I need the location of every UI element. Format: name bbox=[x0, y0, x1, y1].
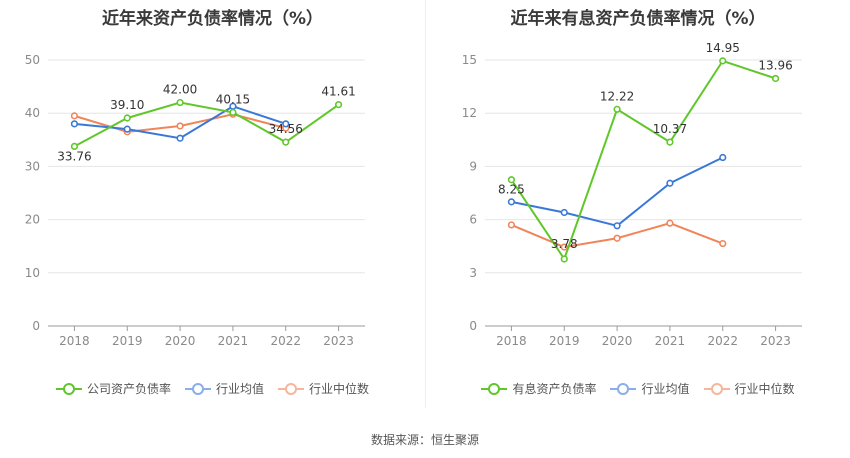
x-tick-label: 2022 bbox=[270, 334, 301, 348]
legend-swatch-icon bbox=[703, 382, 730, 395]
legend-swatch-icon bbox=[55, 382, 82, 395]
legend-label: 行业中位数 bbox=[309, 382, 370, 396]
data-point[interactable] bbox=[282, 120, 290, 128]
y-tick-label: 0 bbox=[469, 319, 477, 333]
y-tick-label: 12 bbox=[462, 106, 477, 120]
legend-label: 有息资产负债率 bbox=[512, 382, 597, 396]
data-label: 34.56 bbox=[269, 122, 303, 136]
legend-swatch-icon bbox=[278, 382, 304, 395]
y-tick-label: 9 bbox=[469, 159, 477, 173]
data-point[interactable] bbox=[229, 108, 237, 117]
data-point[interactable] bbox=[771, 74, 780, 83]
legend-label: 公司资产负债率 bbox=[86, 382, 171, 396]
data-point[interactable] bbox=[666, 219, 674, 227]
data-label: 39.10 bbox=[110, 98, 144, 112]
data-label: 3.78 bbox=[551, 237, 578, 251]
data-point[interactable] bbox=[176, 122, 184, 130]
legend-item[interactable]: 行业中位数 bbox=[703, 380, 795, 397]
legend-item[interactable]: 有息资产负债率 bbox=[481, 380, 596, 397]
data-point[interactable] bbox=[613, 105, 621, 113]
data-point[interactable] bbox=[70, 112, 79, 120]
x-tick-label: 2019 bbox=[549, 334, 580, 348]
data-label: 33.76 bbox=[57, 149, 91, 163]
legend-item[interactable]: 公司资产负债率 bbox=[55, 380, 171, 397]
data-source-note: 数据来源：恒生聚源 bbox=[370, 433, 479, 447]
data-point[interactable] bbox=[70, 142, 79, 150]
data-point[interactable] bbox=[507, 176, 516, 184]
y-tick-label: 30 bbox=[25, 159, 40, 173]
data-point[interactable] bbox=[176, 98, 184, 107]
chart-legend: 公司资产负债率 行业均值 行业中位数 bbox=[0, 380, 425, 397]
legend-label: 行业中位数 bbox=[734, 382, 795, 396]
data-point[interactable] bbox=[560, 208, 568, 217]
x-tick-label: 2021 bbox=[218, 334, 249, 348]
data-point[interactable] bbox=[719, 153, 727, 162]
x-tick-label: 2023 bbox=[323, 334, 354, 348]
data-label: 41.61 bbox=[321, 85, 355, 99]
y-tick-label: 40 bbox=[25, 106, 40, 120]
data-label: 42.00 bbox=[163, 83, 197, 97]
x-tick-label: 2018 bbox=[59, 334, 90, 348]
x-tick-label: 2023 bbox=[760, 334, 791, 348]
line-chart-debt-ratio: 0 10 20 30 40 50 2018 2019 2020 2021 2022 2023 33.76… bbox=[25, 53, 365, 348]
chart-panel-debt-ratio: 近年来资产负债率情况（%） 0 10 20 30 40 50 2018 2019 2020 202… bbox=[0, 0, 425, 410]
data-point[interactable] bbox=[666, 138, 674, 146]
data-point[interactable] bbox=[282, 138, 290, 146]
y-tick-label: 10 bbox=[25, 266, 40, 280]
legend-swatch-icon bbox=[184, 382, 211, 395]
x-tick-label: 2019 bbox=[112, 334, 143, 348]
data-label: 12.22 bbox=[600, 89, 634, 103]
data-point[interactable] bbox=[176, 134, 184, 142]
series-line bbox=[73, 101, 340, 148]
data-point[interactable] bbox=[123, 114, 131, 122]
legend-swatch-icon bbox=[481, 382, 508, 395]
chart-title: 近年来资产负债率情况（%） bbox=[101, 9, 324, 29]
data-point[interactable] bbox=[123, 125, 131, 133]
x-tick-label: 2018 bbox=[496, 334, 527, 348]
data-point[interactable] bbox=[507, 198, 516, 206]
y-tick-label: 6 bbox=[469, 213, 477, 227]
x-tick-label: 2020 bbox=[165, 334, 196, 348]
legend-item[interactable]: 行业均值 bbox=[610, 380, 690, 397]
data-point[interactable] bbox=[613, 234, 621, 242]
y-tick-label: 3 bbox=[469, 266, 477, 280]
x-tick-label: 2020 bbox=[602, 334, 633, 348]
chart-title: 近年来有息资产负债率情况（%） bbox=[510, 9, 766, 29]
legend-label: 行业均值 bbox=[215, 382, 264, 396]
data-point[interactable] bbox=[560, 255, 568, 263]
data-point[interactable] bbox=[613, 222, 621, 230]
panel-divider bbox=[425, 0, 426, 408]
data-point[interactable] bbox=[719, 239, 727, 248]
y-tick-label: 50 bbox=[25, 53, 40, 67]
data-point[interactable] bbox=[719, 57, 727, 65]
data-point[interactable] bbox=[334, 101, 343, 109]
data-point[interactable] bbox=[70, 120, 79, 128]
legend-label: 行业均值 bbox=[641, 382, 690, 396]
series-line bbox=[74, 105, 287, 140]
data-point[interactable] bbox=[507, 221, 516, 229]
y-tick-label: 20 bbox=[25, 213, 40, 227]
y-tick-label: 0 bbox=[32, 319, 40, 333]
data-label: 40.15 bbox=[216, 92, 250, 106]
x-tick-label: 2021 bbox=[655, 334, 686, 348]
legend-item[interactable]: 行业均值 bbox=[184, 380, 264, 397]
chart-legend: 有息资产负债率 行业均值 行业中位数 bbox=[426, 380, 850, 397]
data-point[interactable] bbox=[666, 179, 674, 187]
series-line bbox=[511, 156, 724, 227]
legend-item[interactable]: 行业中位数 bbox=[278, 380, 369, 397]
data-label: 14.95 bbox=[706, 41, 740, 55]
line-chart-interest-bearing-debt-ratio: 0 3 6 9 12 15 2018 2019 2020 2021 2022 2023 8.25 3.78… bbox=[462, 41, 802, 348]
y-tick-label: 15 bbox=[462, 53, 477, 67]
data-label: 10.37 bbox=[653, 122, 687, 136]
data-label: 13.96 bbox=[758, 58, 792, 72]
data-point[interactable] bbox=[560, 243, 568, 251]
series-line bbox=[510, 59, 776, 262]
data-label: 8.25 bbox=[498, 183, 525, 197]
legend-swatch-icon bbox=[610, 382, 637, 395]
x-tick-label: 2022 bbox=[707, 334, 738, 348]
chart-panel-interest-bearing-debt-ratio: 近年来有息资产负债率情况（%） 0 3 6 9 12 15 2018 2019 2020 2021… bbox=[426, 0, 850, 410]
